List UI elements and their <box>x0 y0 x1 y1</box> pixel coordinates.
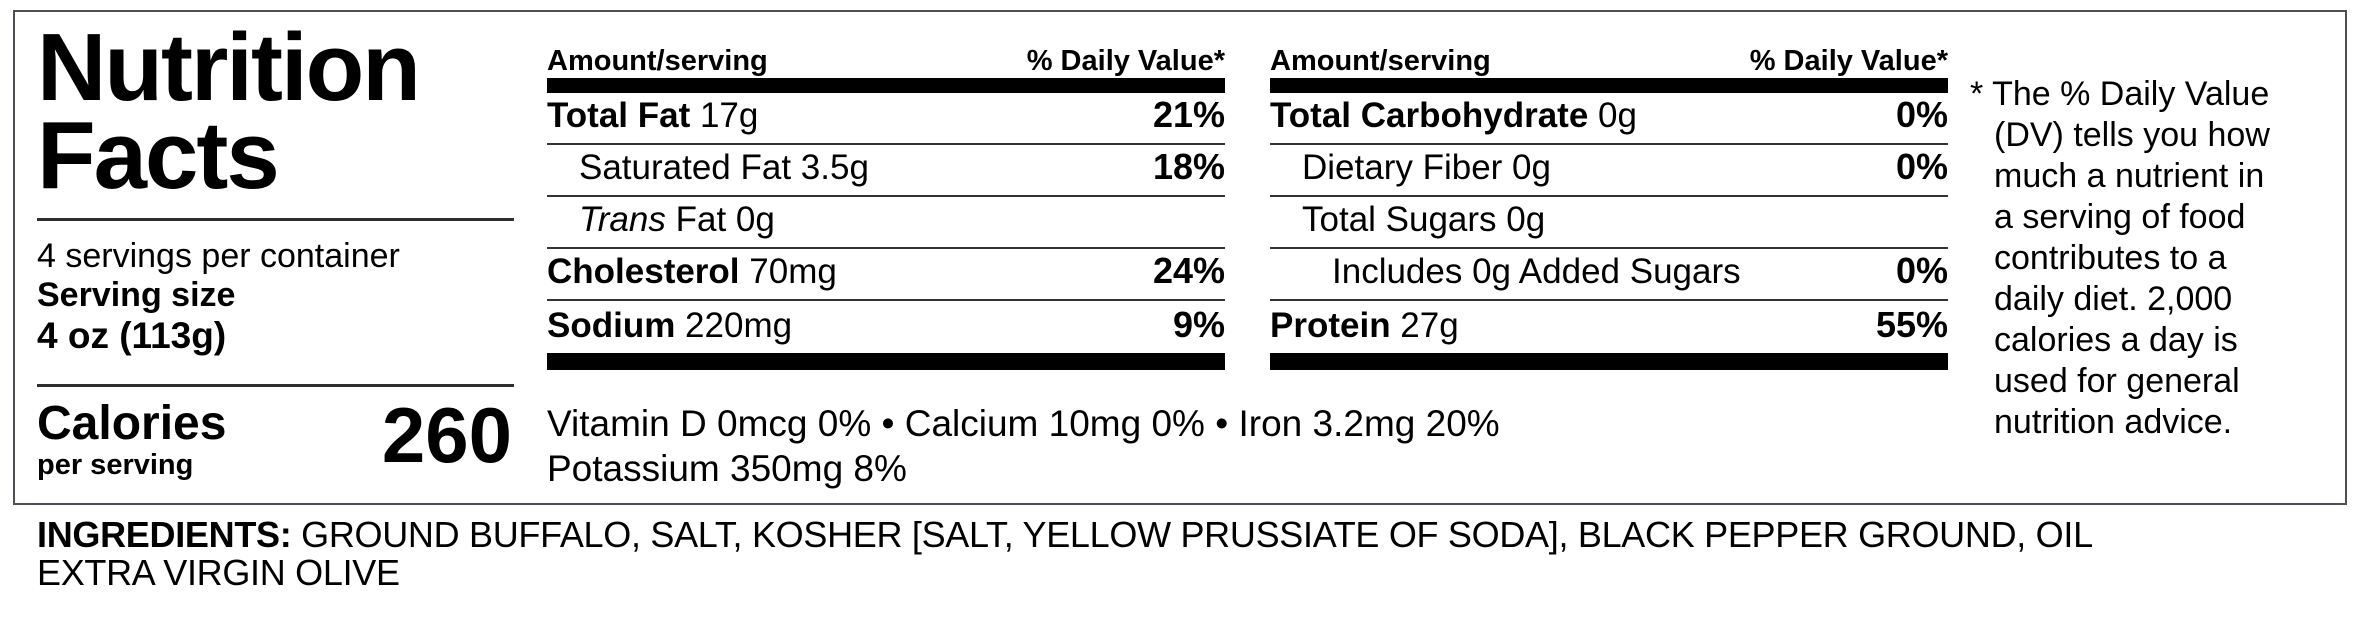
daily-value-header: % Daily Value* <box>1026 45 1225 77</box>
thick-rule <box>547 353 1225 370</box>
calories-label: Calories <box>37 397 227 450</box>
ingredients-text: GROUND BUFFALO, SALT, KOSHER [SALT, YELL… <box>37 514 2092 593</box>
nutrient-row: Cholesterol 70mg 24% <box>547 249 1225 301</box>
nutrient-row: Includes 0g Added Sugars 0% <box>1270 249 1948 301</box>
nutrient-name: Saturated Fat 3.5g <box>579 148 869 187</box>
nutrient-name: Total Sugars 0g <box>1302 200 1546 239</box>
nutrient-daily-value: 21% <box>1152 94 1225 135</box>
nutrition-facts-panel: Nutrition Facts 4 servings per container… <box>13 10 2347 505</box>
nutrient-daily-value: 9% <box>1172 304 1225 345</box>
nutrient-daily-value: 0% <box>1895 250 1948 291</box>
amount-per-serving-header: Amount/serving <box>547 45 768 77</box>
calories-label-group: Calories per serving <box>37 397 227 482</box>
nutrient-daily-value: 55% <box>1875 304 1948 345</box>
ingredients-statement: INGREDIENTS: GROUND BUFFALO, SALT, KOSHE… <box>37 516 2207 592</box>
nutrient-row: Saturated Fat 3.5g 18% <box>547 145 1225 197</box>
divider <box>37 218 514 221</box>
calories-value: 260 <box>381 391 512 479</box>
nutrient-row: Total Fat 17g 21% <box>547 93 1225 145</box>
nutrient-column-2: Amount/serving % Daily Value* Total Carb… <box>1270 12 1948 370</box>
serving-info: 4 servings per container Serving size 4 … <box>37 237 514 366</box>
thick-rule <box>1270 353 1948 370</box>
nutrient-column-1: Amount/serving % Daily Value* Total Fat … <box>547 12 1225 370</box>
footnote: * The % Daily Value (DV) tells you how m… <box>1970 75 2270 441</box>
label-title-line1: Nutrition <box>37 14 421 121</box>
column-header: Amount/serving % Daily Value* <box>547 36 1225 78</box>
calories-sublabel: per serving <box>37 449 194 481</box>
nutrient-daily-value: 0% <box>1895 146 1948 187</box>
nutrient-daily-value: 0% <box>1895 94 1948 135</box>
servings-per-container: 4 servings per container <box>37 237 400 275</box>
thick-rule <box>547 78 1225 93</box>
nutrient-rows: Total Fat 17g 21% Saturated Fat 3.5g 18% Tra… <box>547 93 1225 353</box>
serving-size-value: 4 oz (113g) <box>37 315 227 356</box>
amount-per-serving-header: Amount/serving <box>1270 45 1491 77</box>
nutrient-daily-value: 18% <box>1152 146 1225 187</box>
divider <box>37 384 514 387</box>
nutrient-name: Includes 0g Added Sugars <box>1332 252 1741 291</box>
nutrient-name: Cholesterol 70mg <box>547 252 837 291</box>
nutrient-row: Protein 27g 55% <box>1270 301 1948 353</box>
nutrient-name: Dietary Fiber 0g <box>1302 148 1551 187</box>
label-title: Nutrition Facts <box>37 14 514 209</box>
nutrient-row: Total Sugars 0g <box>1270 197 1948 249</box>
nutrient-row: Total Carbohydrate 0g 0% <box>1270 93 1948 145</box>
label-identity-panel: Nutrition Facts 4 servings per container… <box>37 12 514 481</box>
daily-value-header: % Daily Value* <box>1749 45 1948 77</box>
ingredients-label: INGREDIENTS: <box>37 514 292 555</box>
nutrient-row: Trans Fat 0g <box>547 197 1225 249</box>
micronutrients-line1: Vitamin D 0mcg 0% • Calcium 10mg 0% • Ir… <box>547 403 1500 444</box>
nutrient-rows: Total Carbohydrate 0g 0% Dietary Fiber 0g 0… <box>1270 93 1948 353</box>
nutrient-name: Sodium 220mg <box>547 306 793 345</box>
serving-size-label: Serving size <box>37 276 236 314</box>
nutrient-name: Protein 27g <box>1270 306 1459 345</box>
nutrient-name: Trans Fat 0g <box>579 200 775 239</box>
nutrient-name: Total Carbohydrate 0g <box>1270 96 1637 135</box>
nutrient-daily-value: 24% <box>1152 250 1225 291</box>
column-header: Amount/serving % Daily Value* <box>1270 36 1948 78</box>
calories-row: Calories per serving 260 <box>37 391 514 482</box>
nutrient-name: Total Fat 17g <box>547 96 759 135</box>
nutrient-row: Dietary Fiber 0g 0% <box>1270 145 1948 197</box>
thick-rule <box>1270 78 1948 93</box>
nutrient-row: Sodium 220mg 9% <box>547 301 1225 353</box>
micronutrients-line2: Potassium 350mg 8% <box>547 448 907 489</box>
micronutrients: Vitamin D 0mcg 0% • Calcium 10mg 0% • Ir… <box>547 401 1500 491</box>
label-title-line2: Facts <box>37 102 280 209</box>
